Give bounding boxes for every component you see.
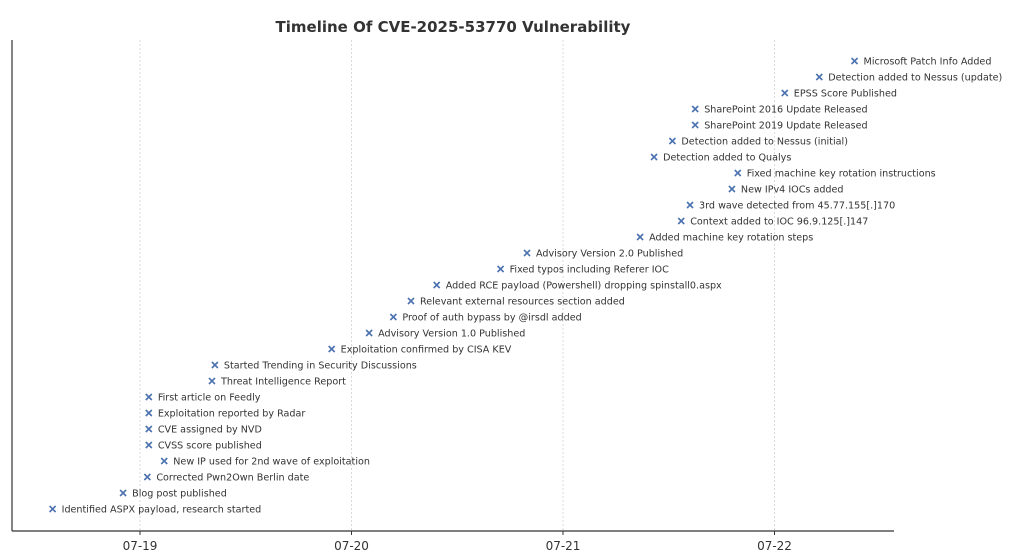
timeline-event: Corrected Pwn2Own Berlin date <box>143 473 309 484</box>
x-marker-point <box>160 457 168 465</box>
event-label: Detection added to Qualys <box>663 153 791 164</box>
timeline-event: Advisory Version 2.0 Published <box>523 249 683 260</box>
timeline-event: Added RCE payload (Powershell) dropping … <box>433 281 722 292</box>
x-marker-point <box>208 377 216 385</box>
event-label: Started Trending in Security Discussions <box>224 361 417 372</box>
event-label: Relevant external resources section adde… <box>420 297 625 308</box>
event-label: CVSS score published <box>158 441 262 452</box>
timeline-event: Started Trending in Security Discussions <box>211 361 417 372</box>
timeline-event: Blog post published <box>119 489 227 500</box>
timeline-event: EPSS Score Published <box>781 89 897 100</box>
timeline-event: Detection added to Nessus (initial) <box>668 137 848 148</box>
event-label: Exploitation confirmed by CISA KEV <box>341 345 512 356</box>
timeline-event: Relevant external resources section adde… <box>407 297 625 308</box>
event-label: Detection added to Nessus (initial) <box>681 137 848 148</box>
timeline-event: Fixed typos including Referer IOC <box>497 265 670 276</box>
timeline-event: Fixed machine key rotation instructions <box>734 169 936 180</box>
timeline-event: Exploitation confirmed by CISA KEV <box>328 345 512 356</box>
x-marker-point <box>328 345 336 353</box>
event-label: New IP used for 2nd wave of exploitation <box>173 457 370 468</box>
timeline-event: Detection added to Qualys <box>650 153 791 164</box>
event-label: SharePoint 2016 Update Released <box>704 105 867 116</box>
timeline-event: Threat Intelligence Report <box>208 377 346 388</box>
x-marker-point <box>145 425 153 433</box>
x-marker-point <box>119 489 127 497</box>
timeline-event: New IPv4 IOCs added <box>728 185 844 196</box>
x-marker-point <box>691 121 699 129</box>
timeline-event: CVSS score published <box>145 441 262 452</box>
timeline-event: Context added to IOC 96.9.125[.]147 <box>677 217 868 228</box>
x-marker-point <box>145 393 153 401</box>
x-marker-point <box>365 329 373 337</box>
x-marker-point <box>49 505 57 513</box>
x-marker-point <box>850 57 859 65</box>
x-axis-ticks: 07-19 07-20 07-21 07-22 <box>123 531 792 553</box>
timeline-event: Advisory Version 1.0 Published <box>365 329 525 340</box>
timeline-event: CVE assigned by NVD <box>145 425 262 436</box>
x-tick-label: 07-21 <box>546 539 581 553</box>
x-marker-point <box>433 281 441 289</box>
timeline-event: Added machine key rotation steps <box>636 233 813 244</box>
x-marker-point <box>497 265 505 273</box>
timeline-event: Proof of auth bypass by @irsdl added <box>389 313 582 324</box>
timeline-event: Detection added to Nessus (update) <box>815 73 1002 84</box>
event-label: Added RCE payload (Powershell) dropping … <box>446 281 722 292</box>
x-marker-point <box>734 169 742 177</box>
event-label: Fixed machine key rotation instructions <box>747 169 936 180</box>
x-marker-point <box>668 137 676 145</box>
event-label: New IPv4 IOCs added <box>741 185 844 196</box>
event-label: Identified ASPX payload, research starte… <box>62 505 262 516</box>
timeline-event: Exploitation reported by Radar <box>145 409 306 420</box>
timeline-event: First article on Feedly <box>145 393 261 404</box>
x-marker-point <box>211 361 219 369</box>
x-marker-point <box>143 473 151 481</box>
event-label: Microsoft Patch Info Added <box>864 57 992 68</box>
timeline-event: Microsoft Patch Info Added <box>850 57 992 68</box>
event-label: Advisory Version 2.0 Published <box>536 249 683 260</box>
timeline-event: 3rd wave detected from 45.77.155[.]170 <box>686 201 895 212</box>
x-marker-point <box>145 409 153 417</box>
event-label: Proof of auth bypass by @irsdl added <box>402 313 581 324</box>
timeline-event: Identified ASPX payload, research starte… <box>49 505 262 516</box>
x-tick-label: 07-19 <box>123 539 158 553</box>
x-marker-point <box>650 153 658 161</box>
event-label: 3rd wave detected from 45.77.155[.]170 <box>699 201 895 212</box>
x-marker-point <box>815 73 823 81</box>
grid-lines <box>139 40 775 531</box>
event-label: CVE assigned by NVD <box>158 425 262 436</box>
timeline-event: SharePoint 2016 Update Released <box>691 105 868 116</box>
x-marker-point <box>781 89 789 97</box>
timeline-event: New IP used for 2nd wave of exploitation <box>160 457 370 468</box>
x-marker-point <box>728 185 736 193</box>
x-marker-point <box>389 313 397 321</box>
event-label: Added machine key rotation steps <box>649 233 813 244</box>
event-label: Detection added to Nessus (update) <box>828 73 1002 84</box>
event-label: SharePoint 2019 Update Released <box>704 121 867 132</box>
x-marker-point <box>407 297 415 305</box>
event-label: First article on Feedly <box>158 393 261 404</box>
x-marker-point <box>523 249 531 257</box>
x-marker-point <box>677 217 685 225</box>
event-label: Context added to IOC 96.9.125[.]147 <box>690 217 868 228</box>
event-label: Blog post published <box>132 489 227 500</box>
x-tick-label: 07-20 <box>334 539 369 553</box>
x-marker-point <box>691 105 699 113</box>
event-label: EPSS Score Published <box>794 89 897 100</box>
x-marker-point <box>145 441 153 449</box>
event-label: Exploitation reported by Radar <box>158 409 306 420</box>
x-tick-label: 07-22 <box>757 539 792 553</box>
chart-title: Timeline Of CVE-2025-53770 Vulnerability <box>276 18 631 36</box>
data-points: Identified ASPX payload, research starte… <box>49 57 1002 516</box>
x-marker-point <box>686 201 694 209</box>
x-marker-point <box>636 233 644 241</box>
event-label: Advisory Version 1.0 Published <box>378 329 525 340</box>
event-label: Corrected Pwn2Own Berlin date <box>156 473 309 484</box>
event-label: Fixed typos including Referer IOC <box>510 265 670 276</box>
timeline-event: SharePoint 2019 Update Released <box>691 121 868 132</box>
event-label: Threat Intelligence Report <box>220 377 346 388</box>
